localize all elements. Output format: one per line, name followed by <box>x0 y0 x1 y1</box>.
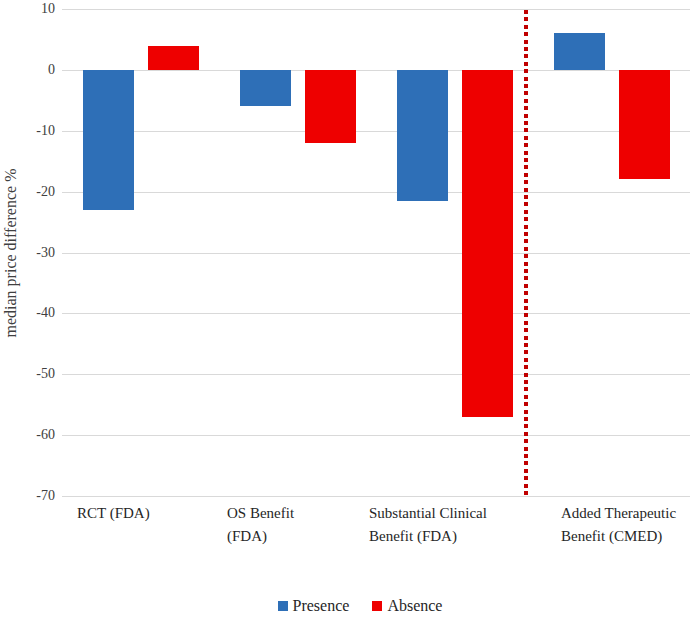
gridline-y-10 <box>62 9 690 10</box>
y-tick-label: -20 <box>13 184 55 200</box>
legend-label: Absence <box>387 597 442 615</box>
y-tick-label: -60 <box>13 427 55 443</box>
bar-presence-2 <box>240 70 291 107</box>
x-category-label: OS Benefit(FDA) <box>227 502 294 548</box>
gridline-y--20 <box>62 192 690 193</box>
legend-entry-presence: Presence <box>278 597 350 615</box>
gridline-y--70 <box>62 496 690 497</box>
y-tick-label: -40 <box>13 305 55 321</box>
gridline-y--50 <box>62 374 690 375</box>
bar-presence-3 <box>397 70 448 201</box>
gridline-y--60 <box>62 435 690 436</box>
y-tick-label: 10 <box>13 1 55 17</box>
gridline-y--10 <box>62 131 690 132</box>
x-category-label: Added TherapeuticBenefit (CMED) <box>561 502 676 548</box>
gridline-y-0 <box>62 70 690 71</box>
x-category-label: Substantial ClinicalBenefit (FDA) <box>369 502 487 548</box>
y-tick-label: -70 <box>13 488 55 504</box>
y-tick-label: -10 <box>13 123 55 139</box>
bar-absence-2 <box>305 70 356 143</box>
x-category-label: RCT (FDA) <box>77 502 150 525</box>
legend-entry-absence: Absence <box>372 597 442 615</box>
bar-presence-1 <box>83 70 134 210</box>
y-tick-label: -50 <box>13 366 55 382</box>
legend-label: Presence <box>293 597 350 615</box>
legend-swatch-icon <box>278 601 288 611</box>
bar-chart: median price difference % PresenceAbsenc… <box>0 0 692 617</box>
y-tick-label: -30 <box>13 245 55 261</box>
bar-absence-1 <box>148 46 199 70</box>
bar-absence-4 <box>619 70 670 180</box>
gridline-y--30 <box>62 253 690 254</box>
legend: Presence Absence <box>0 597 692 615</box>
plot-area <box>62 9 690 496</box>
legend-swatch-icon <box>372 601 382 611</box>
gridline-y--40 <box>62 313 690 314</box>
bar-absence-3 <box>462 70 513 417</box>
bar-presence-4 <box>554 33 605 70</box>
y-tick-label: 0 <box>13 62 55 78</box>
divider-dotted-line <box>524 10 528 496</box>
